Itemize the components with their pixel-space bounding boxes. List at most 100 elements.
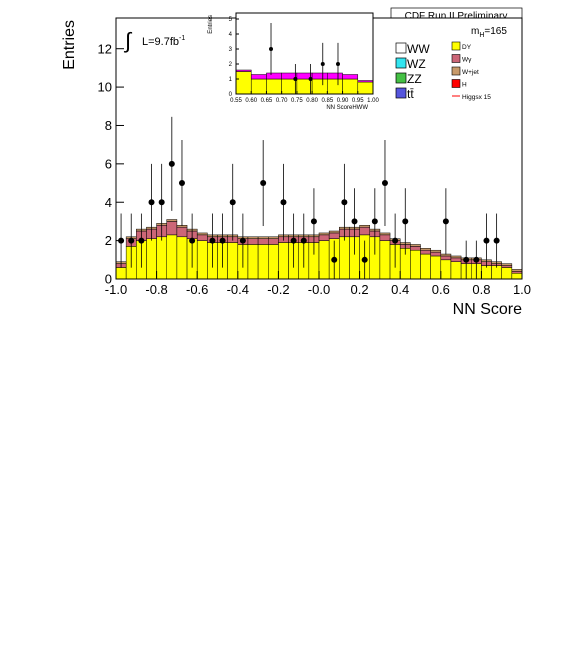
data-point (402, 218, 409, 225)
histogram-bar (318, 232, 330, 236)
histogram-bar (268, 236, 279, 239)
data-point (310, 218, 317, 225)
histogram-bar (227, 242, 239, 280)
x-tick-label: 0.95 (352, 98, 364, 104)
histogram-bar (266, 78, 282, 95)
histogram-bar (318, 240, 330, 280)
data-point (442, 218, 449, 225)
data-point (168, 160, 175, 167)
histogram-bar (328, 232, 340, 239)
data-point (392, 237, 399, 244)
histogram-bar (501, 265, 513, 268)
x-tick-label: 0.6 (432, 282, 450, 297)
histogram-bar (430, 249, 442, 253)
legend-label: WW (407, 42, 430, 56)
legend-swatch (395, 72, 407, 84)
histogram-bar (235, 71, 252, 95)
data-point (308, 77, 313, 81)
y-axis-title: Entries (208, 15, 214, 34)
data-point (138, 237, 145, 244)
y-tick-label: 4 (229, 32, 233, 38)
data-point (290, 237, 297, 244)
data-point (229, 199, 236, 206)
x-axis-title: NN Score (453, 301, 522, 318)
data-point (293, 77, 298, 81)
histogram-bar (250, 74, 267, 80)
legend-label: ZZ (407, 72, 422, 86)
histogram-bar (166, 234, 178, 280)
legend-swatch (451, 54, 461, 63)
data-point (280, 199, 287, 206)
histogram-bar (379, 240, 391, 280)
data-point (239, 237, 246, 244)
data-point (483, 237, 490, 244)
x-tick-label: 0.85 (321, 98, 333, 104)
histogram-bar (156, 236, 168, 280)
histogram-bar (440, 259, 452, 280)
data-point (148, 199, 155, 206)
histogram-bar (328, 230, 340, 234)
data-point (178, 180, 185, 187)
x-tick-label: -0.2 (267, 282, 289, 297)
data-point (269, 47, 274, 51)
histogram-bar (146, 238, 157, 280)
histogram-bar (359, 226, 371, 236)
x-tick-label: 0.90 (337, 98, 349, 104)
y-tick-label: 1 (229, 77, 233, 83)
x-tick-label: 1.00 (367, 98, 379, 104)
mass-label: mH=165 (471, 26, 507, 39)
histogram-bar (257, 238, 269, 245)
histogram-bar (342, 74, 359, 80)
x-tick-label: -0.8 (145, 282, 167, 297)
luminosity-text: L=9.7fb (142, 36, 179, 48)
x-tick-label: 0.70 (276, 98, 288, 104)
histogram-bar (247, 236, 259, 239)
histogram-bar (318, 234, 330, 241)
histogram-bar (379, 234, 391, 241)
histogram-bar (247, 244, 259, 280)
histogram-bar (379, 232, 391, 236)
histogram-bar (450, 257, 462, 262)
histogram-bar (235, 69, 252, 72)
data-point (331, 256, 338, 263)
luminosity: L=9.7fb-1 (142, 35, 185, 48)
x-tick-label: 0.80 (306, 98, 318, 104)
histogram-bar (410, 244, 421, 247)
data-point (341, 199, 348, 206)
x-tick-label: -0.0 (308, 282, 330, 297)
x-tick-label: 0.55 (230, 98, 242, 104)
mass-symbol: m (471, 26, 479, 37)
legend-swatch (395, 42, 407, 54)
data-point (473, 256, 480, 263)
integral-sign: ∫ (123, 28, 133, 53)
histogram-bar (357, 81, 374, 95)
data-point (128, 237, 135, 244)
histogram-bar (257, 236, 269, 239)
chart-title: CDF Run II Preliminary (405, 11, 508, 22)
data-point (118, 237, 125, 244)
histogram-bar (196, 240, 208, 280)
data-point (351, 218, 358, 225)
data-point (463, 256, 470, 263)
data-point (371, 218, 378, 225)
data-point (493, 237, 500, 244)
histogram-bar (410, 249, 421, 280)
histogram-bar (266, 72, 282, 80)
histogram-bar (357, 80, 374, 83)
x-tick-label: 0.65 (261, 98, 273, 104)
histogram-bar (115, 267, 127, 280)
x-tick-label: 1.0 (513, 282, 531, 297)
histogram-bar (311, 78, 328, 95)
histogram-bar (268, 244, 279, 280)
y-tick-label: 5 (229, 17, 233, 23)
y-tick-label: 10 (98, 80, 112, 95)
data-point (381, 180, 388, 187)
mass-subscript: H (479, 32, 484, 39)
histogram-bar (166, 221, 178, 236)
legend-label: DY (462, 44, 472, 51)
y-tick-label: 4 (105, 195, 112, 210)
y-tick-label: 6 (105, 156, 112, 171)
data-point (158, 199, 165, 206)
legend-label: Wγ (462, 57, 472, 64)
histogram-bar (342, 78, 359, 95)
